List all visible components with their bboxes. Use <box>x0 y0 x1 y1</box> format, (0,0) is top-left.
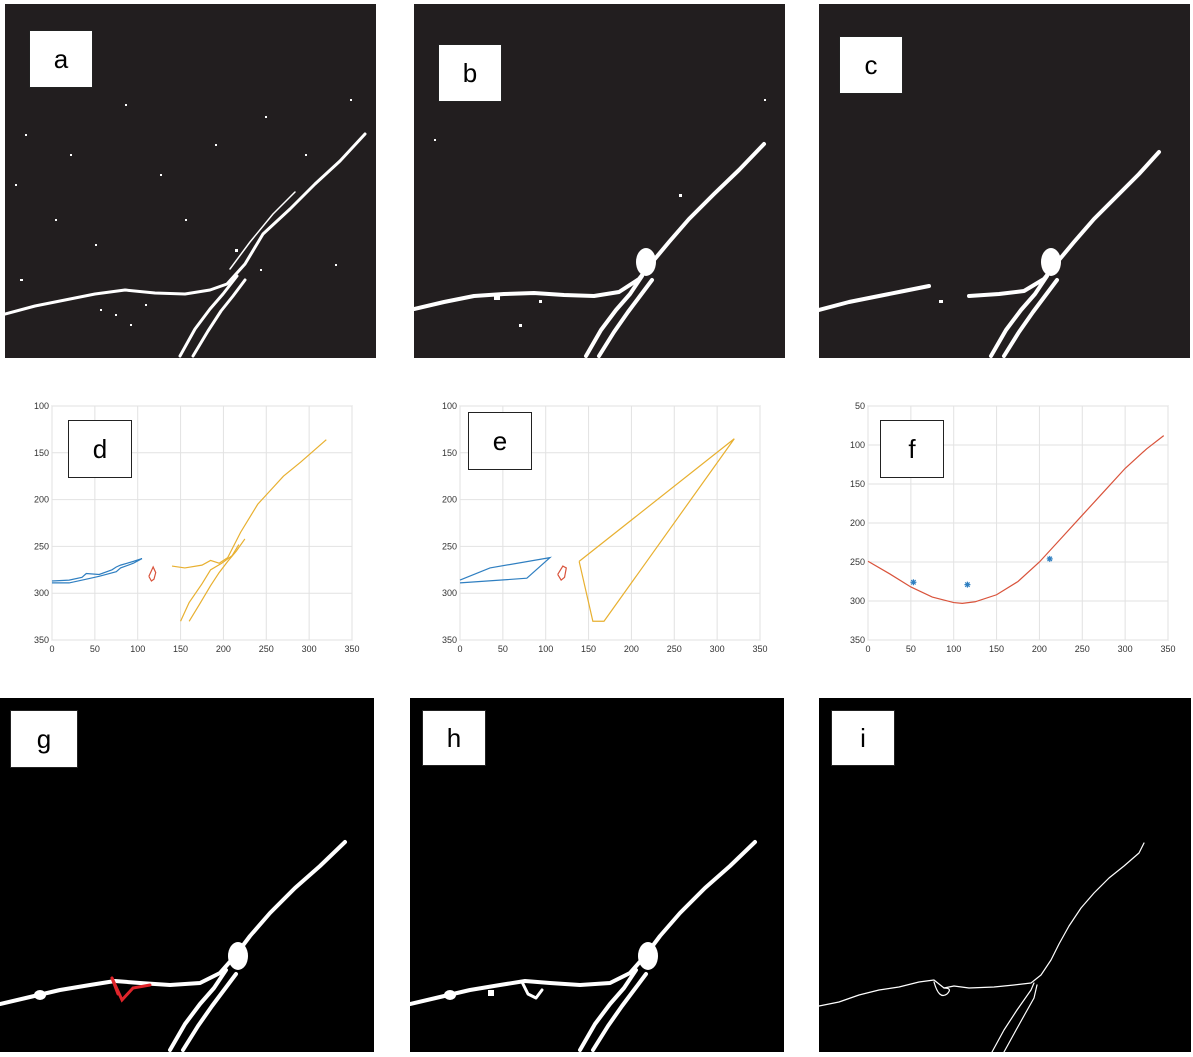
x-tick-label: 100 <box>130 644 145 654</box>
panel-label-f: f <box>880 420 944 478</box>
y-tick-label: 200 <box>34 495 49 505</box>
series-blue-line <box>51 557 143 584</box>
x-tick-label: 300 <box>710 644 725 654</box>
y-tick-label: 100 <box>34 401 49 411</box>
panel-label-a: a <box>29 30 93 88</box>
panel-i: i <box>819 698 1191 1052</box>
x-tick-label: 250 <box>667 644 682 654</box>
x-tick-label: 0 <box>457 644 462 654</box>
x-tick-label: 150 <box>581 644 596 654</box>
x-tick-label: 50 <box>90 644 100 654</box>
y-tick-label: 150 <box>850 479 865 489</box>
series-yellow-line <box>171 439 327 569</box>
x-tick-label: 100 <box>538 644 553 654</box>
x-tick-label: 100 <box>946 644 961 654</box>
series-yellow-line <box>578 438 735 622</box>
series-blue-line <box>459 556 552 584</box>
x-tick-label: 200 <box>624 644 639 654</box>
y-tick-label: 350 <box>34 635 49 645</box>
series-yellow-line <box>188 538 246 622</box>
panel-f: 0 50 100 150 200 250 300 350 50 100 150 200 250 300 35… <box>846 398 1176 660</box>
panel-g: g <box>0 698 374 1052</box>
x-tick-label: 0 <box>865 644 870 654</box>
x-tick-label: 0 <box>49 644 54 654</box>
panel-a: a <box>5 4 376 358</box>
data-point-marker <box>964 581 971 588</box>
y-tick-label: 350 <box>442 635 457 645</box>
panel-label-e: e <box>468 412 532 470</box>
y-tick-label: 100 <box>850 440 865 450</box>
x-tick-label: 50 <box>906 644 916 654</box>
y-tick-label: 350 <box>850 635 865 645</box>
y-tick-label: 150 <box>34 448 49 458</box>
x-tick-label: 150 <box>989 644 1004 654</box>
x-tick-label: 200 <box>1032 644 1047 654</box>
data-point-marker <box>910 579 917 586</box>
panel-label-g: g <box>10 710 78 768</box>
panel-e: 0 50 100 150 200 250 300 350 100 150 200 250 300 350 … <box>438 398 768 660</box>
crack-image-c <box>819 150 1161 358</box>
panel-d: 0 50 100 150 200 250 300 350 100 150 200 250 300 350 … <box>30 398 360 660</box>
panel-label-c: c <box>839 36 903 94</box>
y-tick-label: 300 <box>850 596 865 606</box>
x-tick-label: 250 <box>1075 644 1090 654</box>
y-tick-label: 200 <box>442 495 457 505</box>
panel-label-i: i <box>831 710 895 766</box>
panel-b: b <box>414 4 785 358</box>
panel-h: h <box>410 698 784 1052</box>
y-tick-label: 250 <box>850 557 865 567</box>
panel-c: c <box>819 4 1190 358</box>
panel-label-h: h <box>422 710 486 766</box>
data-point-marker <box>1046 555 1053 562</box>
series-red-line <box>148 565 157 582</box>
branch-mark-icon <box>110 976 152 1003</box>
y-tick-label: 100 <box>442 401 457 411</box>
y-tick-label: 200 <box>850 518 865 528</box>
x-tick-label: 200 <box>216 644 231 654</box>
y-tick-label: 250 <box>442 541 457 551</box>
crack-image-a <box>5 99 367 358</box>
x-tick-label: 150 <box>173 644 188 654</box>
x-tick-label: 350 <box>752 644 767 654</box>
crack-skeleton-i <box>819 842 1145 1052</box>
y-tick-label: 300 <box>442 588 457 598</box>
crack-image-g <box>0 840 347 1052</box>
x-tick-label: 250 <box>259 644 274 654</box>
fit-curve-line <box>867 435 1165 604</box>
series-red-line <box>557 565 567 581</box>
crack-image-b <box>414 99 766 358</box>
panel-label-d: d <box>68 420 132 478</box>
x-tick-label: 300 <box>1118 644 1133 654</box>
x-tick-label: 300 <box>302 644 317 654</box>
panel-label-b: b <box>438 44 502 102</box>
y-tick-label: 250 <box>34 541 49 551</box>
y-tick-label: 150 <box>442 448 457 458</box>
y-tick-label: 300 <box>34 588 49 598</box>
x-tick-label: 350 <box>344 644 359 654</box>
plot-f: 0 50 100 150 200 250 300 350 50 100 150 200 250 300 35… <box>850 401 1176 654</box>
y-tick-label: 50 <box>855 401 865 411</box>
x-tick-label: 350 <box>1160 644 1175 654</box>
crack-image-h <box>410 840 757 1052</box>
x-tick-label: 50 <box>498 644 508 654</box>
